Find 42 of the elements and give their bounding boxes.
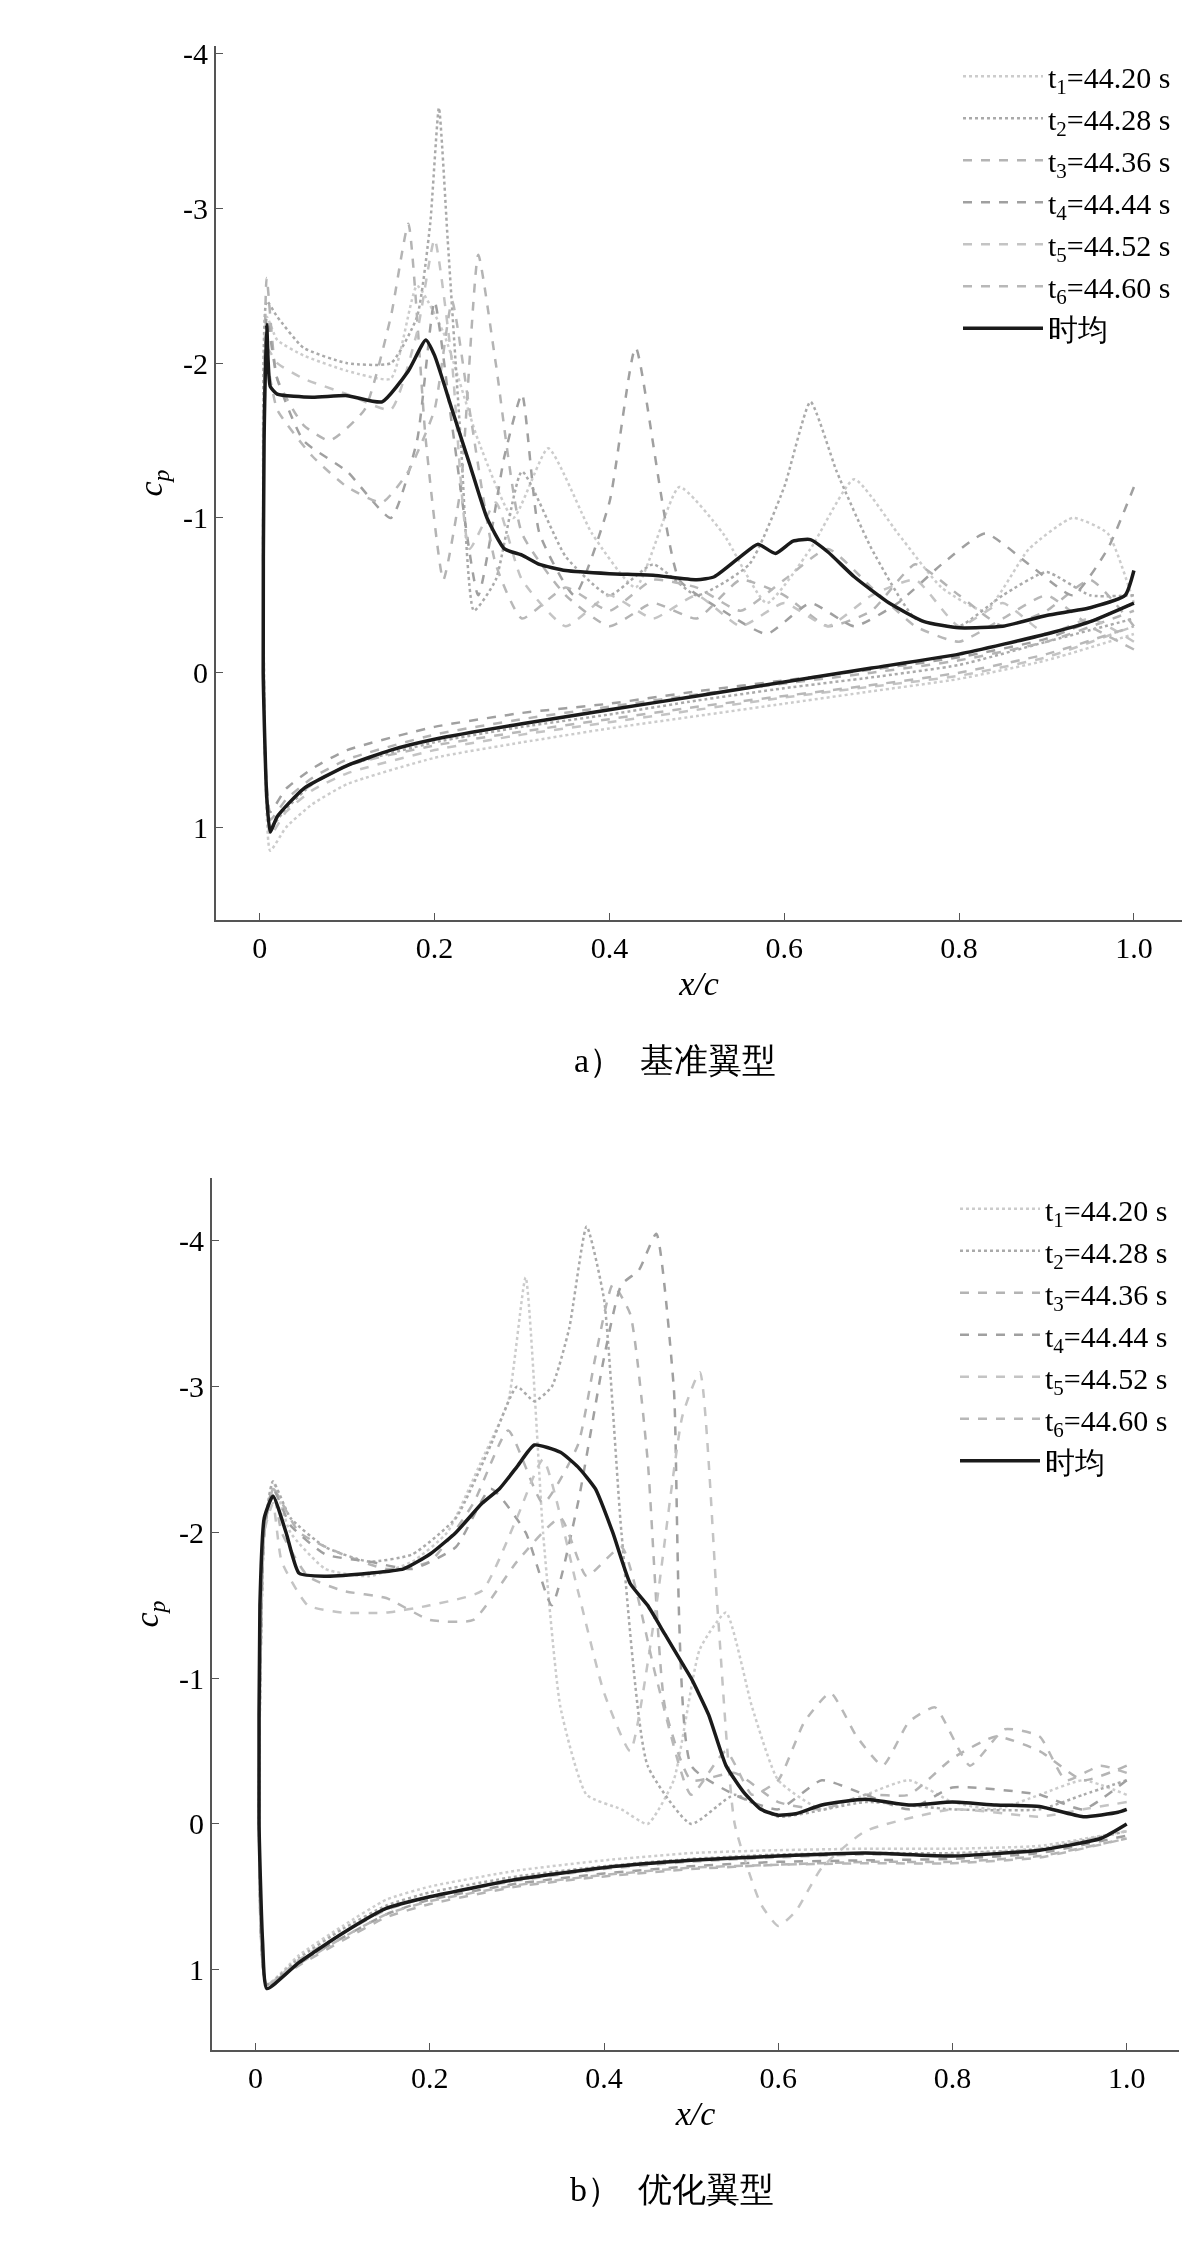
x-tick-label: 0.2 [415,931,454,965]
y-tick-label: -1 [179,1661,204,1695]
legend-label: t$_{4}$=44.44 s [1048,187,1171,226]
x-tick-label: 0 [252,931,268,965]
legend-label: t$_{5}$=44.52 s [1048,229,1171,268]
x-tick-label: 0.2 [411,2060,449,2094]
x-tick-label: 0.6 [759,2060,798,2094]
legend-label: t$_{3}$=44.36 s [1045,1277,1168,1316]
text: a） 基准翼型 [574,1042,777,1079]
legend-label: 时均 [1045,1445,1105,1479]
x-tick-label: 1.0 [1115,931,1153,965]
legend-label: 时均 [1048,313,1108,347]
x-tick-label: 0.4 [590,931,629,965]
x-tick-label: 0 [248,2060,264,2094]
y-tick-label: -4 [179,1224,204,1258]
y-tick-label: 1 [193,810,208,844]
y-tick-label: 1 [189,1953,204,1987]
y-tick-label: 0 [189,1807,204,1841]
x-tick-label: 0.8 [940,931,978,965]
text: b） 优化翼型 [570,2171,774,2208]
legend-label: t$_{2}$=44.28 s [1045,1235,1168,1274]
legend-label: t$_{6}$=44.60 s [1045,1403,1168,1442]
y-tick-label: -2 [183,346,208,380]
y-tick-label: -2 [179,1515,204,1549]
y-tick-label: -4 [183,37,208,71]
x-tick-label: 0.6 [765,931,803,965]
y-tick-label: -3 [183,191,208,225]
x-tick-label: 0.8 [933,2060,972,2094]
y-tick-label: -3 [179,1370,204,1404]
x-tick-label: 1.0 [1107,2060,1146,2094]
y-tick-label: 0 [193,656,208,690]
legend-label: t$_{2}$=44.28 s [1048,103,1171,142]
x-tick-label: 0.4 [585,2060,623,2094]
legend-label: t$_{3}$=44.36 s [1048,145,1171,184]
legend-label: t$_{1}$=44.20 s [1048,61,1171,100]
legend-label: t$_{4}$=44.44 s [1045,1319,1168,1358]
x-axis-title: x/c [674,2094,716,2132]
legend-label: t$_{1}$=44.20 s [1045,1193,1168,1232]
legend-label: t$_{6}$=44.60 s [1048,271,1171,310]
x-axis-title: x/c [678,965,719,1003]
legend-label: t$_{5}$=44.52 s [1045,1361,1168,1400]
y-tick-label: -1 [183,501,208,535]
